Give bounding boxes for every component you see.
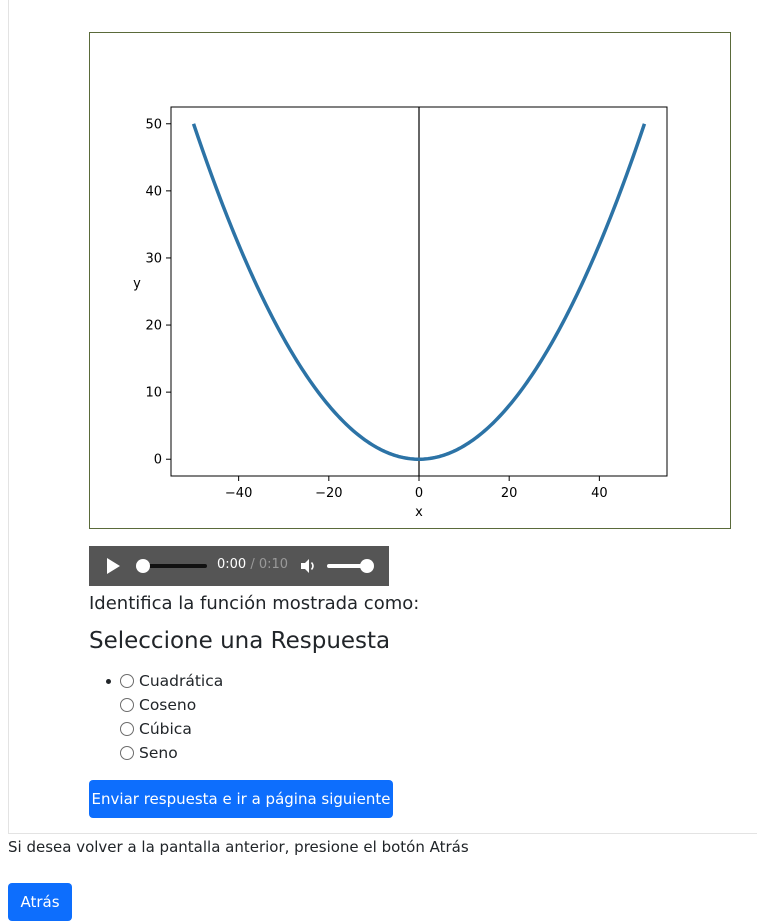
y-tick-label: 30 [145,251,162,266]
play-icon[interactable] [107,558,120,574]
back-button[interactable]: Atrás [8,883,72,921]
volume-slider[interactable] [327,564,369,568]
option-label[interactable]: Coseno [139,696,197,714]
radio-cubica[interactable] [120,722,134,736]
radio-cuadratica[interactable] [120,674,134,688]
option-label[interactable]: Cúbica [139,720,192,738]
y-tick-label: 40 [145,184,162,199]
volume-icon[interactable] [298,556,318,576]
parabola-chart: −40 −20 0 20 40 0 10 20 30 40 50 x y [133,106,668,520]
question-card [8,0,757,834]
x-tick-label: −20 [315,486,342,501]
y-tick-label: 0 [154,453,162,468]
option-label[interactable]: Seno [139,744,178,762]
x-tick-label: 20 [501,486,518,501]
x-tick-label: 0 [415,486,423,501]
list-bullet [106,679,111,684]
series-line-parabola [191,123,647,461]
submit-next-button[interactable]: Enviar respuesta e ir a página siguiente [89,780,393,818]
option-item[interactable]: Cuadrática [100,669,223,693]
audio-progress-bar[interactable] [143,564,207,568]
option-item[interactable]: Coseno [100,693,223,717]
audio-time: 0:00 / 0:10 [217,557,288,572]
y-tick-label: 10 [145,386,162,401]
question-prompt: Identifica la función mostrada como: [89,593,420,614]
answer-options: Cuadrática Coseno Cúbica Seno [100,669,223,765]
audio-duration: 0:10 [258,557,289,572]
x-tick-label: 40 [591,486,608,501]
audio-progress-thumb[interactable] [136,559,150,573]
x-tick-label: −40 [225,486,252,501]
back-hint-text: Si desea volver a la pantalla anterior, … [8,838,469,856]
select-answer-title: Seleccione una Respuesta [89,628,391,654]
x-axis-label: x [415,505,423,520]
option-label[interactable]: Cuadrática [139,672,224,690]
chart-frame: −40 −20 0 20 40 0 10 20 30 40 50 x y [89,32,731,529]
y-axis-label: y [133,277,141,292]
y-tick-label: 50 [145,117,162,132]
audio-time-separator: / [246,557,259,572]
option-item[interactable]: Cúbica [100,717,223,741]
volume-slider-thumb[interactable] [360,559,374,573]
audio-player[interactable]: 0:00 / 0:10 [89,546,389,586]
radio-coseno[interactable] [120,698,134,712]
audio-current-time: 0:00 [217,557,247,572]
option-item[interactable]: Seno [100,741,223,765]
y-tick-label: 20 [145,319,162,334]
radio-seno[interactable] [120,746,134,760]
